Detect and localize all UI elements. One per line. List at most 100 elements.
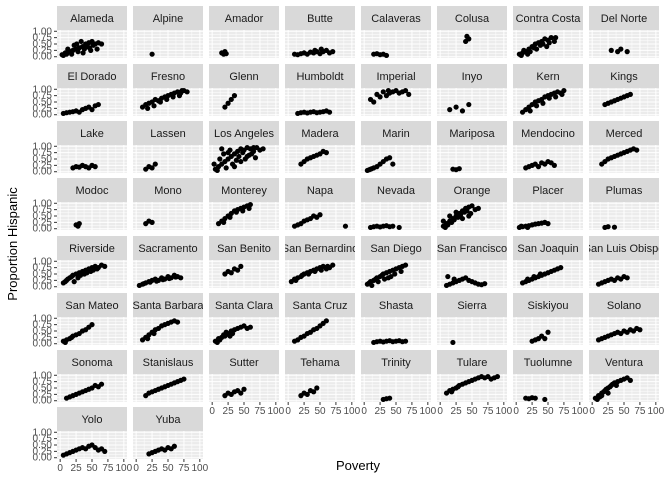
data-point	[214, 167, 220, 174]
data-point	[89, 107, 95, 113]
data-point	[92, 164, 98, 170]
facet-strip-label: Fresno	[151, 71, 185, 83]
facet-strip-label: Mono	[154, 185, 182, 197]
data-point	[69, 51, 75, 57]
data-point	[440, 218, 446, 224]
data-point	[618, 46, 624, 52]
data-point	[69, 273, 75, 280]
data-point	[398, 268, 404, 275]
data-point	[147, 279, 153, 285]
data-point	[466, 213, 472, 219]
facet-strip	[285, 236, 355, 260]
facet-strip-label: Kings	[610, 71, 638, 83]
facet-panel: Plumas	[589, 178, 659, 231]
facet-strip	[437, 64, 507, 88]
data-point	[611, 224, 618, 230]
data-point	[469, 203, 475, 209]
facet-strip	[285, 6, 355, 30]
data-point	[94, 46, 100, 52]
x-tick-label: 25	[223, 406, 235, 417]
data-point	[466, 36, 472, 42]
data-point	[236, 153, 242, 160]
facet-panel: Mono	[133, 178, 203, 230]
data-point	[95, 101, 101, 108]
facet-strip	[133, 6, 203, 30]
x-tick-label: 75	[634, 406, 646, 417]
facet-panel: El Dorado 0.000.250.500.751.00	[33, 64, 127, 121]
data-point	[178, 275, 184, 281]
facet-panel: Calaveras	[361, 6, 431, 59]
data-point	[223, 165, 229, 171]
data-point	[613, 382, 619, 389]
data-point	[445, 222, 451, 228]
x-tick-label: 100	[495, 406, 512, 417]
facet-strip	[285, 64, 355, 88]
data-point	[525, 276, 531, 282]
data-point	[459, 215, 466, 222]
data-point	[546, 95, 552, 101]
x-tick-label: 75	[254, 406, 266, 417]
facet-strip-label: Nevada	[377, 185, 416, 197]
data-point	[627, 377, 633, 383]
facet-panel: Imperial	[361, 64, 431, 116]
facet-strip-label: Orange	[454, 185, 491, 197]
data-point	[74, 41, 80, 47]
facet-panel: Lassen	[133, 121, 203, 173]
y-tick-label: 0.50	[33, 440, 53, 451]
facet-strip	[209, 178, 279, 202]
data-point	[312, 47, 318, 53]
x-tick-label: 50	[466, 406, 478, 417]
facet-panel: San Joaquin	[513, 236, 583, 288]
y-tick-label: 0.50	[33, 211, 53, 222]
data-point	[380, 89, 386, 95]
facet-panel: Inyo	[437, 64, 507, 116]
data-point	[459, 108, 466, 114]
facet-panel: Santa Barbara	[133, 293, 203, 345]
data-point	[304, 391, 310, 397]
facet-strip-label: Modoc	[75, 185, 109, 197]
data-point	[145, 336, 151, 342]
facet-panel: Alpine	[133, 6, 203, 58]
facet-panel: San Luis Obispo	[589, 236, 659, 288]
facet-panel: Colusa	[437, 6, 507, 58]
data-point	[217, 156, 223, 162]
facet-panel: Alameda 0.000.250.500.751.00	[33, 6, 127, 63]
data-point	[531, 273, 537, 280]
data-point	[233, 209, 239, 215]
data-point	[241, 386, 247, 392]
facet-panel: Sonoma 0.000.250.500.751.00	[33, 350, 127, 407]
data-point	[221, 219, 227, 225]
data-point	[181, 376, 187, 382]
facet-strip-label: Trinity	[381, 357, 411, 369]
data-point	[323, 150, 329, 156]
facet-panel: Sutter 0 25 50 75 100	[209, 350, 285, 417]
x-tick-label: 50	[314, 406, 326, 417]
facet-strip-label: Marin	[382, 128, 410, 140]
data-point	[166, 275, 172, 282]
facet-strip-label: El Dorado	[68, 71, 117, 83]
data-point	[450, 339, 456, 346]
data-point	[605, 224, 611, 230]
facet-strip-label: Kern	[536, 71, 559, 83]
y-tick-label: 0.75	[33, 33, 53, 44]
data-point	[451, 276, 457, 282]
data-point	[151, 330, 157, 337]
data-point	[559, 91, 565, 97]
data-point	[494, 373, 501, 380]
facet-strip-label: Humboldt	[296, 71, 343, 83]
x-tick-label: 100	[267, 406, 284, 417]
data-point	[330, 262, 336, 268]
facet-panel: Butte	[285, 6, 355, 58]
data-point	[80, 50, 86, 56]
y-tick-label: 0.50	[33, 269, 53, 280]
facet-panel: Merced	[589, 121, 659, 173]
facet-panel: San Mateo 0.000.250.500.751.00	[33, 293, 127, 350]
facet-panel: San Diego	[361, 236, 431, 289]
data-point	[537, 271, 543, 277]
y-tick-label: 1.00	[33, 198, 53, 209]
data-point	[402, 262, 409, 268]
data-point	[98, 41, 105, 47]
data-point	[545, 329, 551, 335]
data-point	[553, 35, 559, 41]
